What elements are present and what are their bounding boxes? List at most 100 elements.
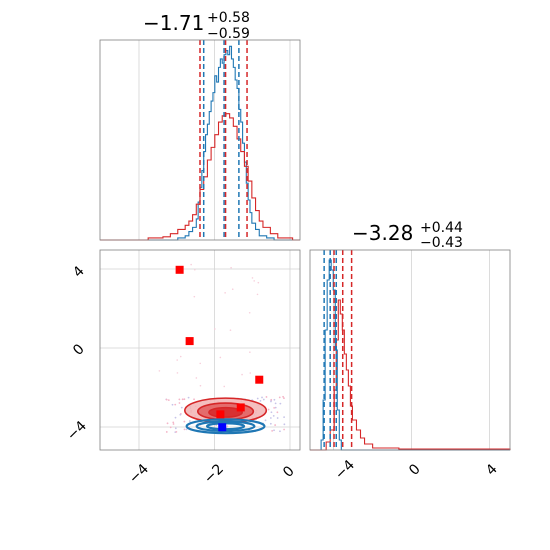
scatter-x-tick-label: −2 bbox=[201, 461, 227, 487]
sample-point bbox=[194, 268, 196, 271]
sample-point bbox=[256, 293, 259, 296]
red-square-marker bbox=[175, 265, 184, 274]
sample-point bbox=[274, 406, 277, 409]
hist-y-title-lower: −0.43 bbox=[420, 235, 463, 251]
blue-contour-level bbox=[185, 418, 266, 435]
sample-point bbox=[264, 419, 267, 422]
sample-point bbox=[271, 429, 274, 432]
hist-x-title-upper: +0.58 bbox=[207, 10, 250, 26]
sample-point bbox=[171, 403, 174, 406]
sample-point bbox=[178, 402, 181, 404]
sample-point bbox=[174, 416, 177, 419]
sample-point bbox=[226, 425, 229, 428]
sample-point bbox=[215, 424, 218, 427]
sample-point bbox=[272, 414, 275, 417]
sample-point bbox=[274, 402, 277, 405]
red-square-marker bbox=[216, 410, 225, 419]
sample-point bbox=[167, 399, 170, 401]
sample-point bbox=[158, 370, 161, 372]
sample-point bbox=[265, 396, 268, 398]
sample-point bbox=[165, 398, 168, 401]
sample-point bbox=[219, 356, 222, 359]
sample-point bbox=[193, 398, 195, 401]
sample-point bbox=[187, 396, 190, 399]
sample-point bbox=[278, 396, 281, 399]
hist-x-series-group bbox=[100, 45, 300, 241]
sample-point bbox=[283, 428, 285, 431]
sample-point bbox=[183, 420, 186, 423]
sample-point bbox=[270, 398, 273, 401]
sample-point bbox=[195, 377, 198, 379]
hist-y-title-value: −3.28 bbox=[352, 221, 413, 245]
sample-point bbox=[183, 428, 186, 431]
scatter-x-tick-label: 0 bbox=[280, 463, 298, 481]
scatter-y-tick-label: −4 bbox=[64, 418, 90, 444]
sample-point bbox=[172, 421, 175, 424]
hist-y-quantile-lines bbox=[323, 250, 353, 450]
sample-point bbox=[259, 399, 262, 402]
sample-point bbox=[283, 416, 285, 419]
sample-point bbox=[241, 373, 243, 376]
scatter-y-tick-label: 4 bbox=[70, 263, 88, 281]
sample-point bbox=[249, 351, 251, 353]
scatter-markers bbox=[175, 265, 264, 432]
histogram-x-panel: −1.71 +0.58 −0.59 bbox=[99, 10, 301, 241]
hist-x-quantile-lines bbox=[199, 40, 248, 240]
sample-point bbox=[230, 266, 232, 269]
sample-point bbox=[185, 428, 188, 431]
sample-point bbox=[178, 398, 181, 401]
hist-y-title: −3.28 +0.44 −0.43 bbox=[352, 220, 463, 251]
sample-point bbox=[214, 328, 216, 330]
red-square-marker bbox=[255, 375, 264, 384]
sample-point bbox=[169, 426, 172, 429]
sample-point bbox=[175, 430, 178, 433]
sample-point bbox=[165, 431, 168, 433]
sample-point bbox=[199, 384, 202, 387]
sample-point bbox=[273, 398, 276, 401]
sample-point bbox=[183, 398, 186, 401]
hist-x-title-value: −1.71 bbox=[143, 11, 204, 35]
sample-point bbox=[262, 398, 265, 401]
sample-point bbox=[282, 395, 284, 398]
sample-point bbox=[188, 420, 191, 422]
histogram-step-series bbox=[100, 45, 300, 241]
sample-point bbox=[176, 372, 179, 374]
sample-point bbox=[249, 372, 252, 374]
sample-point bbox=[279, 402, 282, 405]
sample-point bbox=[180, 406, 183, 409]
sample-point bbox=[269, 417, 272, 419]
sample-point bbox=[261, 396, 263, 399]
sample-point bbox=[176, 359, 178, 361]
sample-point bbox=[267, 408, 270, 411]
sample-point bbox=[279, 430, 281, 433]
sample-point bbox=[270, 411, 273, 414]
red-square-marker bbox=[185, 337, 194, 346]
sample-point bbox=[256, 397, 259, 400]
sample-point bbox=[283, 423, 286, 426]
red-square-marker bbox=[236, 403, 245, 412]
scatter-panel: −4 −2 0 4 0 −4 bbox=[64, 249, 301, 487]
histogram-step-series bbox=[100, 113, 300, 241]
scatter-y-tick-label: 0 bbox=[70, 341, 88, 359]
scatter-frame bbox=[99, 249, 301, 451]
sample-point bbox=[276, 417, 279, 419]
hist-x-title: −1.71 +0.58 −0.59 bbox=[143, 10, 250, 42]
sample-point bbox=[270, 400, 272, 403]
sample-point bbox=[273, 429, 275, 432]
sample-point bbox=[231, 288, 234, 291]
hist-y-tick-label: 0 bbox=[406, 461, 424, 479]
sample-point bbox=[181, 398, 184, 401]
histogram-step-series bbox=[310, 299, 511, 451]
sample-point bbox=[172, 423, 175, 425]
hist-x-title-lower: −0.59 bbox=[207, 26, 250, 42]
sample-point bbox=[179, 355, 182, 358]
sample-point bbox=[248, 311, 251, 314]
histogram-y-panel: −3.28 +0.44 −0.43 −4 0 4 bbox=[309, 220, 511, 483]
sample-point bbox=[253, 280, 256, 282]
sample-point bbox=[223, 385, 226, 388]
sample-point bbox=[273, 407, 276, 409]
hist-y-series-group bbox=[310, 259, 511, 451]
sample-point bbox=[174, 403, 177, 406]
sample-point bbox=[193, 295, 196, 298]
